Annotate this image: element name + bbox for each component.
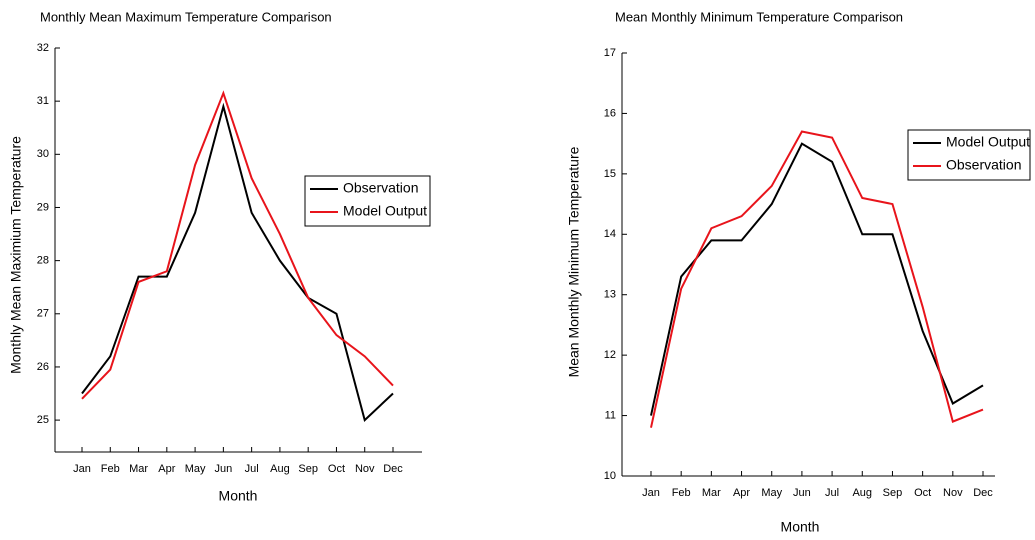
x-tick-label: Nov (355, 463, 375, 475)
legend-label: Observation (343, 180, 418, 196)
y-tick-label: 14 (604, 228, 616, 240)
x-tick-label: Feb (101, 463, 120, 475)
y-tick-label: 31 (37, 95, 49, 107)
x-tick-label: Apr (733, 487, 750, 499)
x-tick-label: Jul (825, 487, 839, 499)
x-tick-label: Sep (298, 463, 318, 475)
x-tick-label: Mar (129, 463, 148, 475)
x-tick-label: Jun (214, 463, 232, 475)
legend-label: Model Output (343, 203, 427, 219)
x-tick-label: Feb (672, 487, 691, 499)
y-tick-label: 10 (604, 470, 616, 482)
y-tick-label: 27 (37, 308, 49, 320)
y-tick-label: 25 (37, 414, 49, 426)
chart-title: Monthly Mean Maximum Temperature Compari… (40, 9, 332, 24)
x-tick-label: May (761, 487, 782, 499)
y-tick-label: 28 (37, 255, 49, 267)
y-tick-label: 26 (37, 361, 49, 373)
x-tick-label: Aug (270, 463, 290, 475)
series-line (81, 102, 394, 422)
x-axis-label: Month (781, 519, 820, 535)
x-tick-label: Aug (852, 487, 872, 499)
x-tick-label: Jan (642, 487, 660, 499)
legend-box (304, 175, 431, 227)
legend-label: Model Output (946, 134, 1030, 150)
x-tick-label: Jan (73, 463, 91, 475)
x-tick-label: May (185, 463, 206, 475)
x-tick-label: Sep (883, 487, 903, 499)
y-tick-label: 17 (604, 47, 616, 59)
chart-title: Mean Monthly Minimum Temperature Compari… (615, 9, 903, 24)
x-tick-label: Jun (793, 487, 811, 499)
x-tick-label: Apr (158, 463, 175, 475)
x-tick-label: Mar (702, 487, 721, 499)
x-tick-label: Nov (943, 487, 963, 499)
y-axis-label: Mean Monthly Minimum Temperature (566, 146, 582, 377)
series-line (650, 130, 984, 428)
x-tick-label: Dec (973, 487, 993, 499)
x-tick-label: Oct (914, 487, 931, 499)
legend-box (907, 129, 1031, 181)
y-tick-label: 13 (604, 289, 616, 301)
x-axis-label: Month (219, 488, 258, 504)
legend-label: Observation (946, 157, 1021, 173)
y-tick-label: 32 (37, 42, 49, 54)
x-tick-label: Dec (383, 463, 403, 475)
y-axis-label: Monthly Mean Maximium Temperature (8, 136, 24, 374)
series-line (81, 90, 394, 400)
y-tick-label: 16 (604, 107, 616, 119)
y-tick-label: 30 (37, 148, 49, 160)
y-tick-label: 29 (37, 201, 49, 213)
y-tick-label: 15 (604, 168, 616, 180)
x-tick-label: Oct (328, 463, 345, 475)
y-tick-label: 12 (604, 349, 616, 361)
x-tick-label: Jul (245, 463, 259, 475)
series-line (650, 142, 984, 416)
y-tick-label: 11 (605, 409, 616, 421)
